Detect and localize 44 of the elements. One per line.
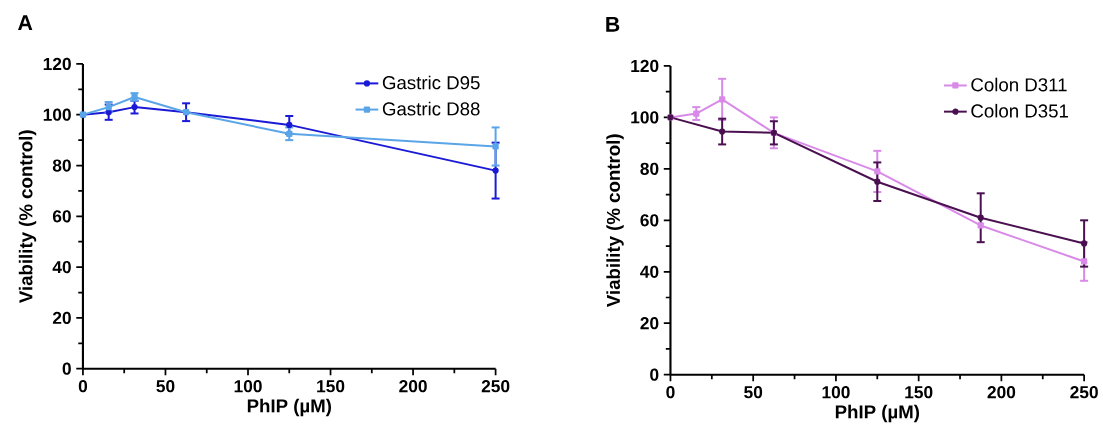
y-tick-label: 40 (640, 265, 659, 279)
x-tick-label: 250 (481, 380, 510, 393)
legend-label: Colon D351 (971, 104, 1068, 118)
y-tick-label: 100 (631, 111, 659, 124)
x-axis-title: PhIP (µM) (835, 404, 920, 423)
legend-label: Gastric D88 (382, 101, 480, 116)
y-tick-label: 0 (650, 368, 659, 381)
x-tick-label: 200 (399, 380, 427, 393)
y-tick-label: 100 (43, 108, 71, 122)
chart-title: B (606, 17, 620, 32)
chart-title: A (18, 15, 33, 31)
point (719, 96, 726, 103)
x-tick-label: 50 (156, 380, 175, 393)
point (977, 214, 984, 222)
x-tick-label: 150 (905, 386, 933, 399)
y-tick-label: 120 (631, 59, 659, 73)
y-axis-title: Viability (% control) (606, 134, 624, 308)
legend-label: Gastric D95 (382, 75, 480, 90)
y-tick-label: 80 (640, 162, 659, 176)
x-tick-label: 150 (317, 380, 345, 393)
point (719, 128, 726, 135)
y-tick-label: 40 (52, 261, 71, 274)
legend-label: Colon D311 (971, 77, 1067, 92)
point (874, 168, 881, 175)
point (977, 222, 984, 229)
y-tick-label: 20 (52, 311, 71, 325)
x-tick-label: 50 (744, 386, 763, 399)
y-tick-label: 0 (62, 362, 71, 375)
y-tick-label: 120 (43, 57, 71, 71)
point (874, 178, 881, 186)
y-tick-label: 80 (52, 159, 71, 172)
y-axis-title: Viability (% control) (18, 130, 37, 304)
x-tick-label: 250 (1070, 386, 1098, 399)
y-tick-label: 60 (640, 214, 659, 227)
y-tick-label: 20 (640, 317, 659, 330)
point (131, 104, 138, 111)
x-tick-label: 100 (822, 386, 850, 399)
x-tick-label: 0 (666, 386, 675, 399)
point (693, 110, 700, 117)
x-tick-label: 0 (78, 380, 88, 393)
x-axis-title: PhIP (µM) (247, 398, 331, 417)
y-tick-label: 60 (52, 210, 71, 223)
x-tick-label: 100 (234, 380, 262, 393)
x-tick-label: 200 (987, 386, 1016, 399)
